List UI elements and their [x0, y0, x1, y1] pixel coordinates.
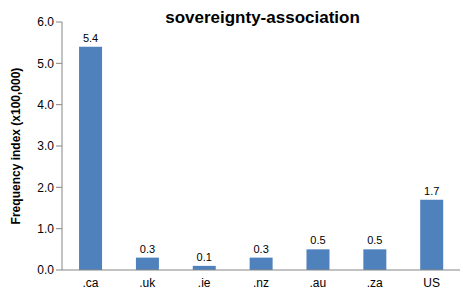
svg-text:0.3: 0.3 — [253, 243, 268, 255]
svg-text:2.0: 2.0 — [37, 181, 54, 195]
svg-text:4.0: 4.0 — [37, 98, 54, 112]
svg-text:1.7: 1.7 — [424, 185, 439, 197]
svg-text:0.5: 0.5 — [367, 234, 382, 246]
svg-text:.ie: .ie — [198, 276, 211, 290]
svg-text:5.4: 5.4 — [83, 32, 98, 44]
svg-text:.nz: .nz — [253, 276, 269, 290]
svg-text:0.5: 0.5 — [310, 234, 325, 246]
svg-text:Frequency index (x100,000): Frequency index (x100,000) — [9, 68, 23, 225]
svg-text:3.0: 3.0 — [37, 139, 54, 153]
svg-text:0.3: 0.3 — [140, 243, 155, 255]
svg-text:0.0: 0.0 — [37, 263, 54, 277]
svg-text:.au: .au — [310, 276, 327, 290]
svg-text:.uk: .uk — [139, 276, 156, 290]
svg-text:0.1: 0.1 — [197, 251, 212, 263]
svg-text:1.0: 1.0 — [37, 222, 54, 236]
svg-text:.ca: .ca — [82, 276, 98, 290]
svg-text:US: US — [423, 276, 440, 290]
svg-text:6.0: 6.0 — [37, 15, 54, 29]
svg-text:.za: .za — [367, 276, 383, 290]
svg-text:5.0: 5.0 — [37, 57, 54, 71]
html-text:sovereignty-association: sovereignty-association — [165, 8, 360, 27]
